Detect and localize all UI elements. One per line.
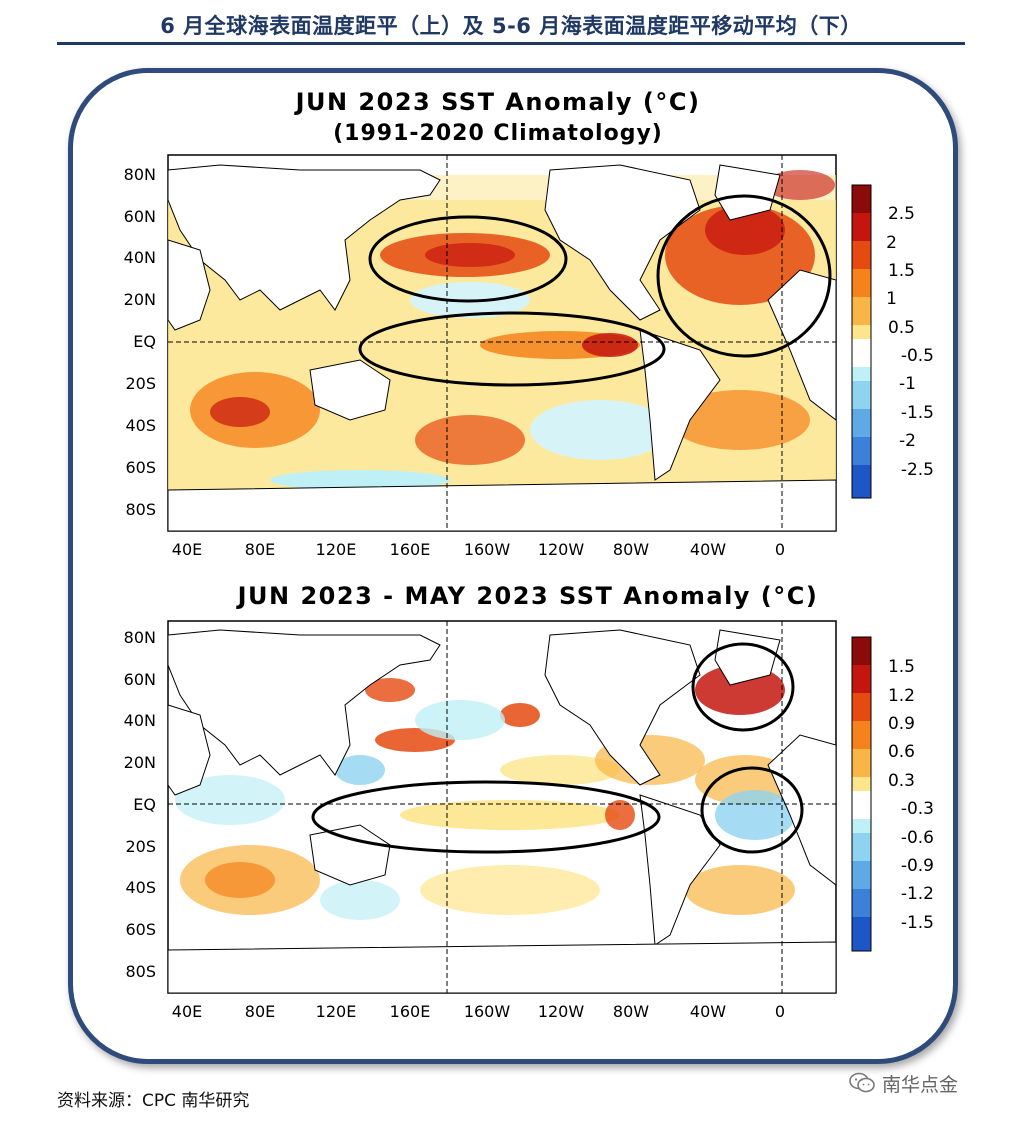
svg-text:120E: 120E — [316, 540, 357, 559]
map2-north-atlantic-warm — [695, 665, 785, 715]
svg-text:80W: 80W — [613, 1002, 649, 1021]
map1-land-africa-west — [767, 269, 836, 421]
svg-text:-1.5: -1.5 — [901, 403, 934, 423]
watermark-text: 南华点金 — [882, 1073, 959, 1096]
map1-lon-axis: 40E 80E 120E 160E 160W 120W 80W 40W 0 — [172, 540, 785, 559]
svg-text:-0.6: -0.6 — [901, 828, 934, 848]
map1-colorbar-labels: 2.5 2 1.5 1 0.5 -0.5 -1 -1.5 -2 -2.5 — [886, 204, 934, 480]
svg-text:160W: 160W — [464, 540, 511, 559]
map1-highlight-north-atlantic — [656, 194, 832, 358]
svg-text:0.3: 0.3 — [888, 771, 915, 791]
map2-title: JUN 2023 - MAY 2023 SST Anomaly (°C) — [236, 582, 819, 610]
svg-text:0: 0 — [775, 540, 785, 559]
map2-land-eurasia-africa — [168, 629, 441, 776]
map2-colorbar — [851, 636, 872, 952]
svg-text:80N: 80N — [124, 628, 156, 647]
svg-text:120E: 120E — [316, 1002, 357, 1021]
map2-colorbar-labels: 1.5 1.2 0.9 0.6 0.3 -0.3 -0.6 -0.9 -1.2 … — [888, 657, 934, 933]
svg-text:60S: 60S — [125, 458, 156, 477]
title-rule — [57, 42, 965, 45]
svg-text:-2: -2 — [899, 431, 916, 451]
svg-text:1: 1 — [886, 289, 897, 309]
svg-text:40E: 40E — [172, 540, 202, 559]
svg-text:160W: 160W — [464, 1002, 511, 1021]
map1-land-antarctica — [168, 479, 836, 531]
svg-text:20S: 20S — [125, 837, 156, 856]
svg-text:40N: 40N — [124, 711, 156, 730]
watermark: 南华点金 — [848, 1069, 958, 1097]
svg-text:40W: 40W — [690, 1002, 726, 1021]
wechat-icon — [849, 1072, 875, 1093]
svg-text:160E: 160E — [390, 540, 431, 559]
map1-land-eurasia-africa — [168, 164, 441, 311]
svg-text:-0.3: -0.3 — [901, 799, 934, 819]
map2-plot — [167, 620, 837, 994]
svg-text:20N: 20N — [124, 753, 156, 772]
svg-text:1.5: 1.5 — [888, 657, 915, 677]
svg-text:0.9: 0.9 — [888, 714, 915, 734]
map1-land-australia — [309, 359, 391, 421]
map1-highlight-north-pacific — [368, 215, 568, 303]
svg-text:-1.2: -1.2 — [901, 884, 934, 904]
svg-text:80S: 80S — [125, 962, 156, 981]
svg-text:80N: 80N — [124, 165, 156, 184]
map2-tropical-atlantic-cool — [715, 790, 795, 840]
svg-text:2.5: 2.5 — [888, 204, 915, 224]
map2-land-australia — [309, 824, 391, 886]
svg-text:0.6: 0.6 — [888, 742, 915, 762]
svg-text:-0.9: -0.9 — [901, 856, 934, 876]
map1-land-south-america — [639, 329, 721, 481]
svg-text:EQ: EQ — [133, 332, 156, 351]
svg-text:120W: 120W — [538, 540, 585, 559]
svg-text:160E: 160E — [390, 1002, 431, 1021]
svg-text:60N: 60N — [124, 207, 156, 226]
svg-text:2: 2 — [886, 233, 897, 253]
svg-text:120W: 120W — [538, 1002, 585, 1021]
svg-text:40E: 40E — [172, 1002, 202, 1021]
svg-text:-1.5: -1.5 — [901, 913, 934, 933]
svg-text:80W: 80W — [613, 540, 649, 559]
map1-colorbar — [851, 184, 872, 499]
svg-text:-1: -1 — [899, 374, 916, 394]
map1-land-north-america — [544, 164, 701, 321]
svg-text:0.5: 0.5 — [888, 318, 915, 338]
map2-land-north-america — [544, 629, 701, 786]
svg-text:40S: 40S — [125, 878, 156, 897]
map1-subtitle: (1991-2020 Climatology) — [333, 121, 663, 146]
svg-text:-2.5: -2.5 — [901, 460, 934, 480]
map2-land-antarctica — [168, 941, 836, 993]
map2-lon-axis: 40E 80E 120E 160E 160W 120W 80W 40W 0 — [172, 1002, 785, 1021]
svg-text:40S: 40S — [125, 416, 156, 435]
svg-text:80S: 80S — [125, 500, 156, 519]
svg-text:20S: 20S — [125, 374, 156, 393]
svg-text:80E: 80E — [245, 540, 275, 559]
svg-text:80E: 80E — [245, 1002, 275, 1021]
svg-text:EQ: EQ — [133, 795, 156, 814]
map1-lat-axis: 80N 60N 40N 20N EQ 20S 40S 60S 80S — [124, 165, 156, 519]
map1-highlight-equatorial-pacific — [358, 311, 666, 387]
map1-plot — [167, 154, 837, 532]
svg-text:1.5: 1.5 — [888, 261, 915, 281]
map2-highlight-equatorial-pacific — [311, 780, 661, 854]
svg-text:40N: 40N — [124, 248, 156, 267]
svg-text:40W: 40W — [690, 540, 726, 559]
svg-text:-0.5: -0.5 — [901, 346, 934, 366]
svg-text:60N: 60N — [124, 670, 156, 689]
map2-highlight-tropical-atlantic — [700, 766, 804, 854]
map1-title: JUN 2023 SST Anomaly (°C) — [294, 88, 701, 116]
map2-lat-axis: 80N 60N 40N 20N EQ 20S 40S 60S 80S — [124, 628, 156, 981]
svg-text:20N: 20N — [124, 290, 156, 309]
svg-text:1.2: 1.2 — [888, 686, 915, 706]
map2-highlight-north-atlantic — [691, 642, 795, 732]
svg-text:0: 0 — [775, 1002, 785, 1021]
page-title: 6 月全球海表面温度距平（上）及 5-6 月海表面温度距平移动平均（下） — [160, 14, 862, 38]
source-note: 资料来源：CPC 南华研究 — [57, 1091, 250, 1111]
svg-text:60S: 60S — [125, 920, 156, 939]
